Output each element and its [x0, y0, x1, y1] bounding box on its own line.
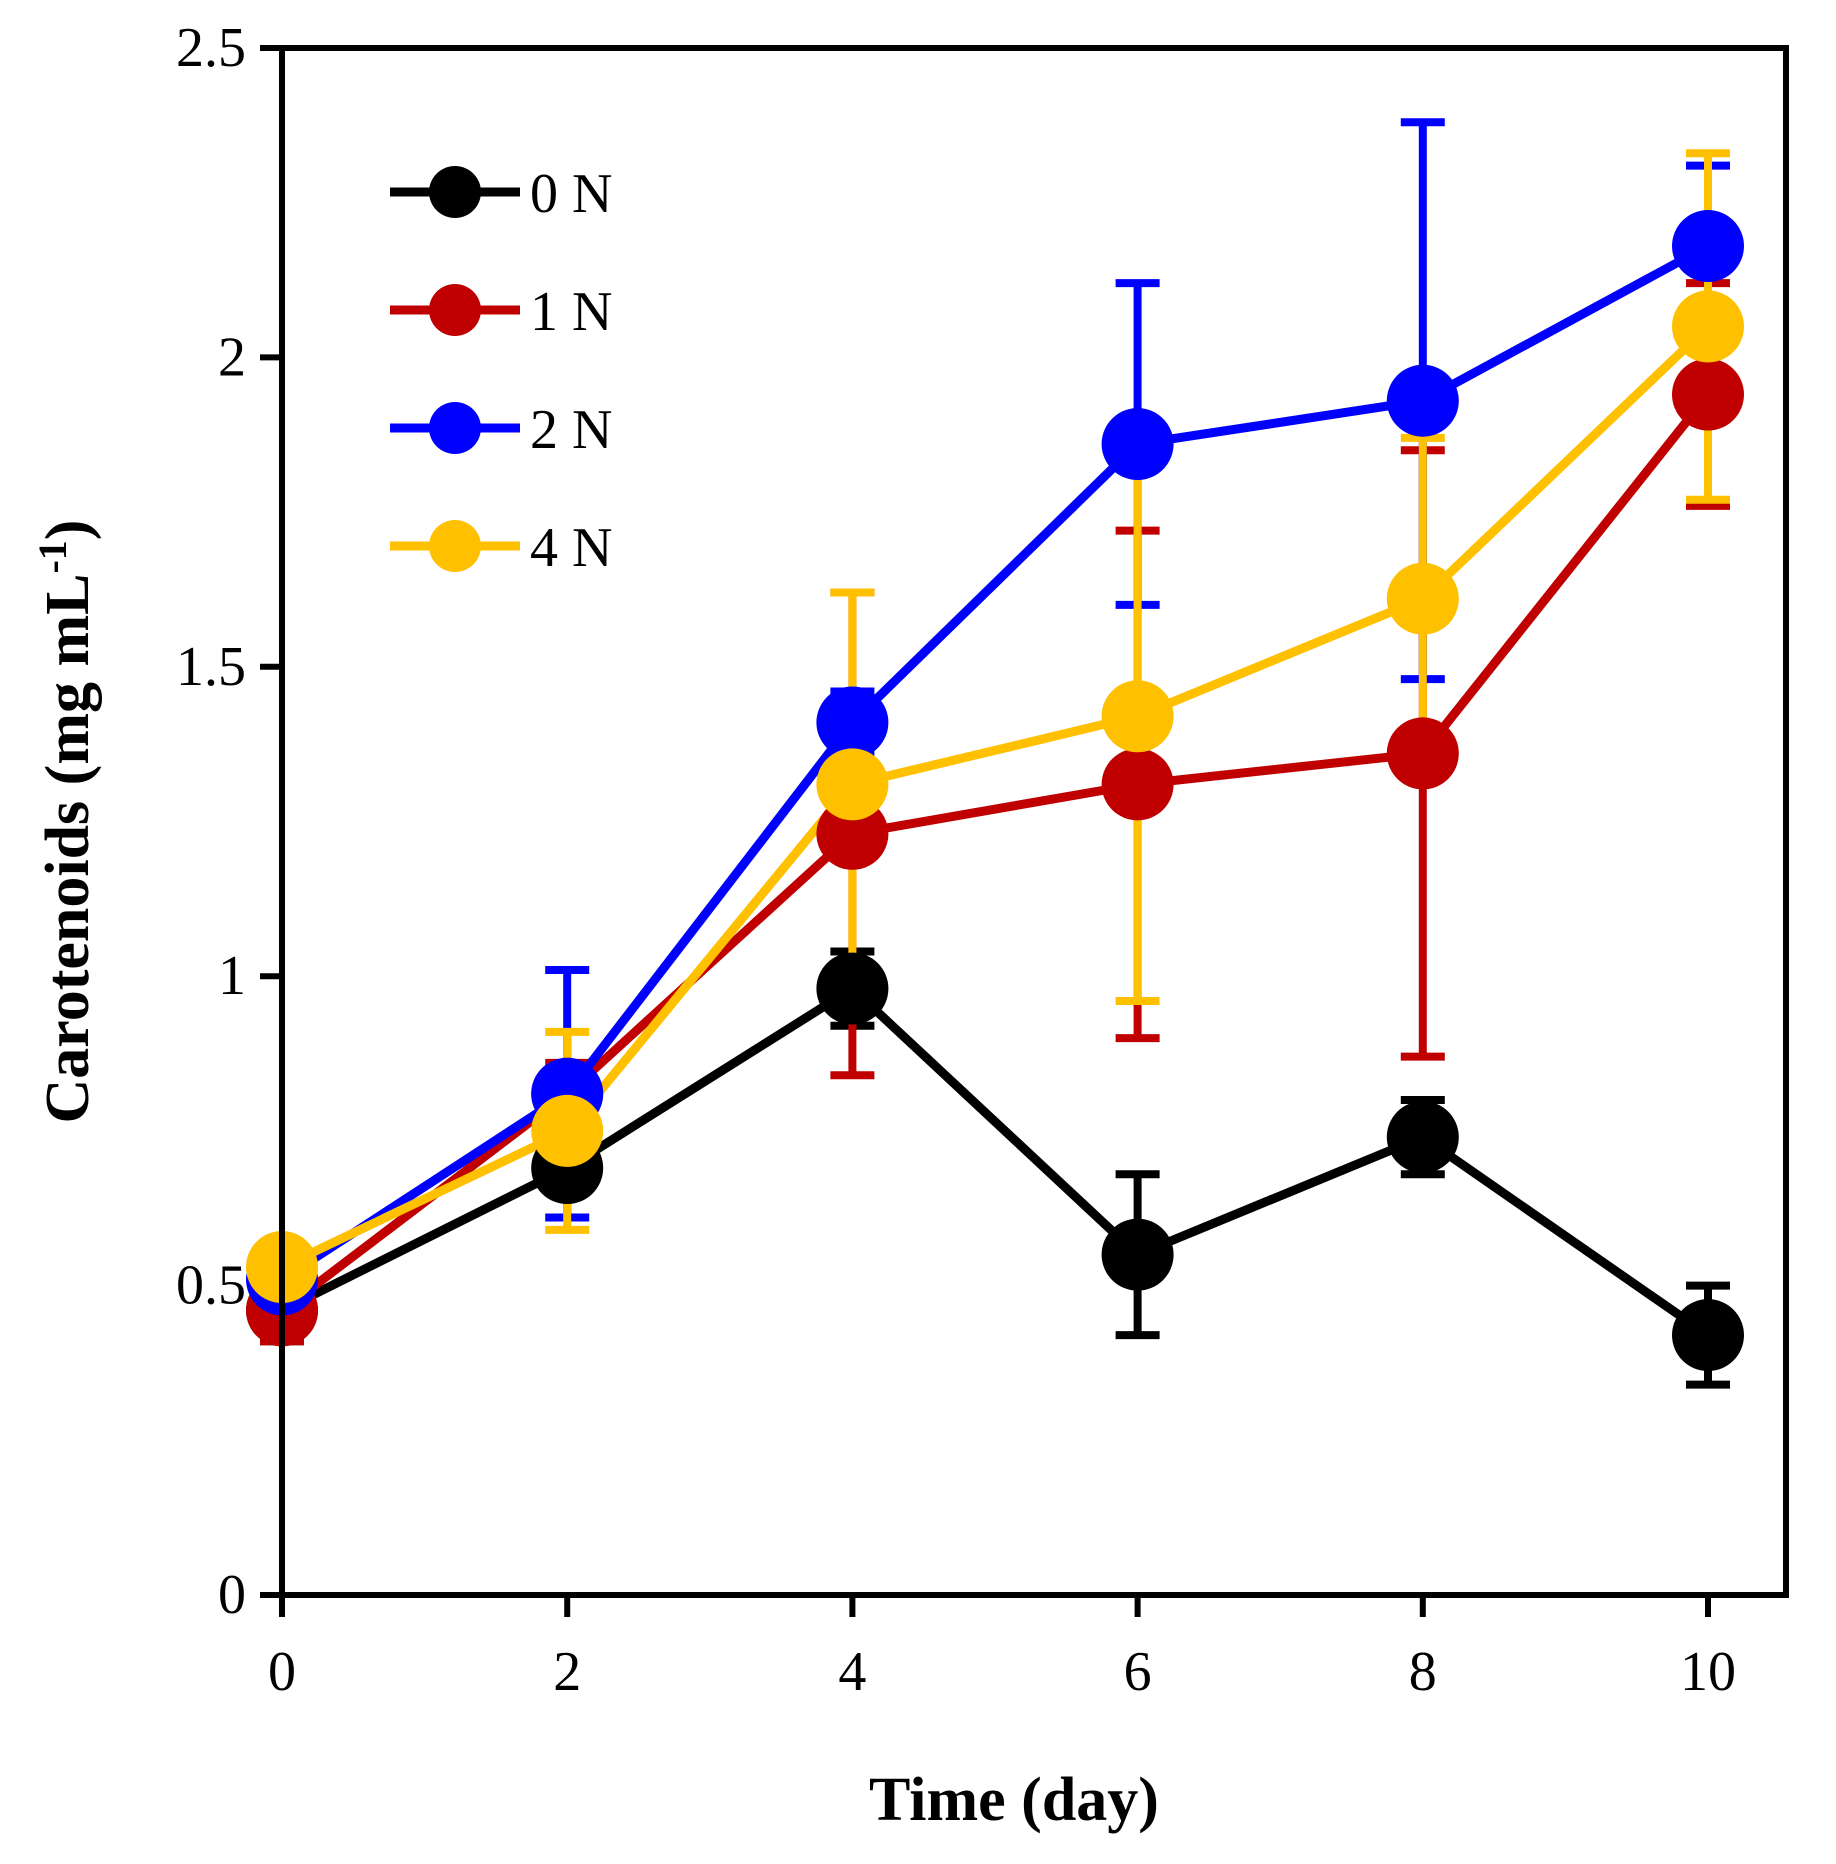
series-line-4n	[280, 323, 1712, 1272]
legend-marker-2n	[429, 402, 481, 454]
x-tick-label: 4	[838, 1641, 866, 1703]
legend-marker-4n	[429, 520, 481, 572]
series-line-0n	[279, 984, 1711, 1339]
data-point-2n	[1101, 408, 1174, 481]
x-axis-title: Time (day)	[869, 1766, 1159, 1834]
axis-ticks	[260, 45, 1711, 1617]
data-point-4n	[1386, 562, 1459, 635]
legend-marker-0n	[429, 166, 481, 218]
data-point-0n	[1101, 1218, 1174, 1291]
x-tick-label: 10	[1680, 1641, 1736, 1703]
data-point-4n	[1672, 290, 1744, 363]
data-point-1n	[816, 797, 889, 870]
legend-label-0n: 0 N	[530, 163, 612, 225]
tick-labels: 0 0.5 1 1.5 2 2.5 0 2 4 6 8 10	[176, 17, 1736, 1703]
legend: 0 N 1 N 2 N 4 N	[390, 163, 612, 579]
y-axis-title-superscript: -1	[30, 540, 75, 573]
series-line-2n	[279, 242, 1711, 1284]
legend-label-1n: 1 N	[530, 281, 612, 343]
y-tick-label: 2	[218, 326, 246, 388]
x-tick-label: 0	[268, 1641, 296, 1703]
series-markers	[246, 210, 1744, 1372]
y-axis-title-main: Carotenoids (mg mL	[34, 574, 102, 1124]
y-tick-label: 0	[218, 1564, 246, 1626]
data-point-4n	[531, 1094, 604, 1167]
data-point-4n	[816, 748, 889, 821]
y-axis-title-close: )	[34, 520, 102, 541]
series-lines	[279, 242, 1712, 1339]
y-tick-label: 1.5	[176, 636, 246, 698]
data-point-4n	[1101, 680, 1174, 753]
data-point-0n	[816, 952, 889, 1025]
data-point-2n	[1386, 364, 1459, 437]
y-axis-title: Carotenoids (mg mL-1)	[30, 520, 102, 1124]
y-tick-label: 0.5	[176, 1255, 246, 1317]
x-tick-label: 2	[553, 1641, 581, 1703]
legend-label-2n: 2 N	[530, 399, 612, 461]
data-point-1n	[1672, 358, 1744, 431]
data-point-1n	[1386, 717, 1459, 790]
y-tick-label: 1	[218, 945, 246, 1007]
x-tick-label: 8	[1409, 1641, 1437, 1703]
data-point-0n	[1386, 1101, 1459, 1174]
y-tick-label: 2.5	[176, 17, 246, 79]
data-point-1n	[1101, 748, 1174, 821]
plot-area-frame	[279, 45, 1789, 1598]
legend-marker-1n	[429, 284, 481, 336]
legend-label-4n: 4 N	[530, 517, 612, 579]
data-point-2n	[1672, 210, 1744, 283]
data-point-0n	[1672, 1299, 1744, 1372]
x-tick-label: 6	[1124, 1641, 1152, 1703]
data-point-2n	[816, 686, 889, 759]
